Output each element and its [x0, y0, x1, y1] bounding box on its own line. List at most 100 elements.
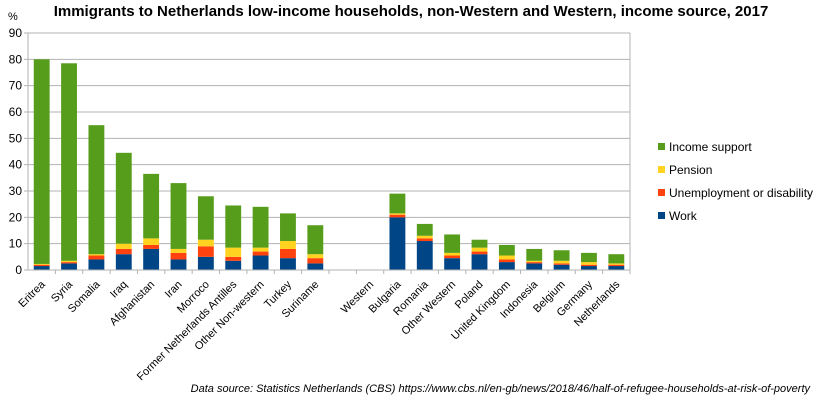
bar-segment: [416, 241, 433, 270]
bar-segment: [33, 59, 50, 264]
bar-segment: [608, 264, 625, 267]
bar-segment: [61, 260, 77, 263]
bar-segment: [608, 263, 625, 265]
y-tick-label: 40: [9, 158, 23, 172]
bar-segment: [416, 223, 433, 236]
bar-segment: [389, 217, 406, 270]
bar-segment: [526, 263, 543, 270]
y-tick-label: 30: [9, 184, 23, 198]
data-source-note: Data source: Statistics Netherlands (CBS…: [190, 383, 810, 395]
bar-segment: [252, 255, 269, 270]
bar-segment: [252, 251, 269, 256]
y-tick-label: 0: [15, 263, 22, 277]
bar-segment: [498, 244, 515, 256]
bar-segment: [197, 246, 214, 257]
y-tick-label: 60: [9, 105, 23, 119]
bar-segment: [280, 241, 296, 249]
bar-segment: [88, 125, 105, 255]
bar-segment: [581, 262, 597, 265]
bar-segment: [416, 238, 433, 242]
bar-segment: [115, 243, 132, 249]
legend-label: Work: [669, 209, 698, 223]
bar-segment: [225, 260, 242, 270]
bar-segment: [526, 260, 543, 263]
bar-segment: [170, 183, 187, 249]
bar-segment: [307, 225, 324, 255]
bar-segment: [498, 262, 515, 270]
bar-segment: [225, 205, 242, 248]
x-tick-label: Iran: [163, 279, 185, 301]
x-tick-label: Iraq: [108, 279, 130, 301]
bar-segment: [170, 252, 187, 260]
bar-segment: [252, 206, 269, 248]
bar-segment: [389, 193, 406, 214]
bar-segment: [444, 258, 461, 270]
bar-segment: [498, 255, 515, 260]
bar-segment: [553, 264, 570, 270]
bar-segment: [197, 239, 214, 247]
bar-segment: [143, 244, 160, 249]
bar-segment: [498, 259, 515, 263]
chart-title: Immigrants to Netherlands low-income hou…: [53, 3, 769, 20]
bar-segment: [608, 266, 625, 270]
bar-segment: [471, 239, 488, 248]
legend-swatch: [658, 212, 665, 219]
bar-segment: [307, 254, 324, 259]
bar-segment: [471, 254, 488, 270]
bar-segment: [88, 259, 105, 270]
bar-segment: [143, 248, 160, 270]
bar-segment: [115, 152, 132, 244]
bar-segment: [553, 250, 570, 261]
bar-segment: [170, 248, 187, 253]
bar-segment: [553, 260, 570, 264]
y-tick-label: 10: [9, 237, 23, 251]
bar-segment: [581, 266, 597, 270]
bar-segment: [33, 263, 50, 265]
bar-segment: [170, 259, 187, 270]
y-tick-label: 80: [9, 52, 23, 66]
y-axis-label: %: [8, 11, 18, 23]
legend-label: Pension: [669, 163, 712, 177]
bar-segment: [197, 256, 214, 270]
bar-segment: [389, 214, 406, 218]
y-tick-label: 20: [9, 210, 23, 224]
bar-segment: [115, 254, 132, 270]
bar-segment: [61, 262, 77, 264]
legend-label: Unemployment or disability: [669, 186, 813, 200]
bar-segment: [61, 63, 77, 261]
bar-segment: [471, 247, 488, 252]
bar-segment: [581, 264, 597, 267]
bar-segment: [471, 251, 488, 255]
bar-segment: [307, 258, 324, 264]
bar-segment: [88, 255, 105, 260]
bar-segment: [225, 247, 242, 257]
legend-swatch: [658, 143, 665, 150]
bar-segment: [444, 255, 461, 259]
x-tick-label: Eritrea: [16, 278, 48, 310]
bar-segment: [389, 213, 406, 215]
y-tick-label: 70: [9, 79, 23, 93]
bar-segment: [581, 252, 597, 263]
bar-segment: [526, 248, 543, 261]
bar-segment: [444, 252, 461, 256]
bar-segment: [280, 213, 296, 242]
bar-segment: [280, 258, 296, 270]
bar-segment: [88, 254, 105, 256]
bar-segment: [33, 266, 50, 270]
bar-segment: [115, 248, 132, 255]
bar-segment: [608, 254, 625, 264]
bar-segment: [143, 173, 160, 239]
bar-segment: [416, 235, 433, 239]
y-tick-label: 90: [9, 26, 23, 40]
bar-segment: [444, 234, 461, 253]
legend-swatch: [658, 166, 665, 173]
bar-segment: [252, 247, 269, 252]
bar-segment: [33, 264, 50, 267]
legend-label: Income support: [669, 140, 752, 154]
bar-segment: [143, 238, 160, 245]
bar-segment: [225, 256, 242, 261]
bar-segment: [307, 263, 324, 270]
bar-segment: [553, 263, 570, 265]
